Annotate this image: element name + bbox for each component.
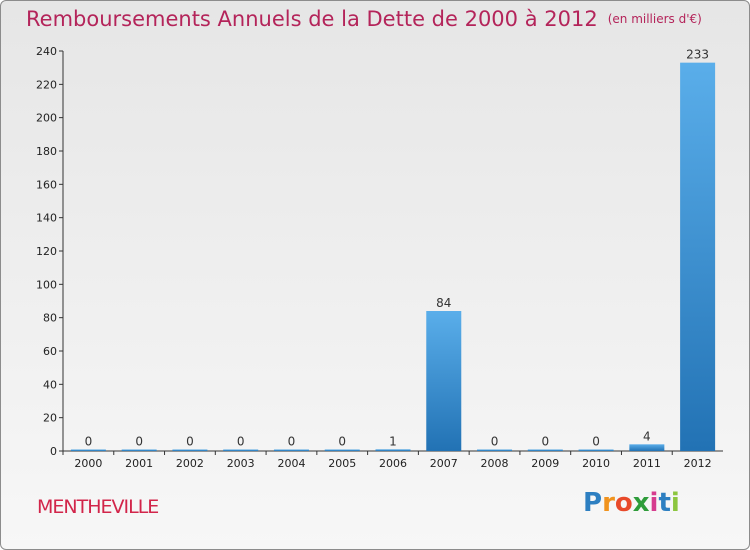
- logo-letter: r: [602, 488, 615, 518]
- y-tick-label: 160: [36, 178, 57, 191]
- y-tick-label: 220: [36, 78, 57, 91]
- bar-2000: [70, 449, 106, 451]
- x-tick-label: 2003: [227, 457, 255, 470]
- y-tick-label: 20: [43, 412, 57, 425]
- chart-title-text: Remboursements Annuels de la Dette de 20…: [26, 7, 598, 31]
- bars: [70, 62, 716, 452]
- x-tick-label: 2002: [176, 457, 204, 470]
- x-axis: 2000 2001 2002 2003 2004 2005 2006 2007 2008 2009…: [62, 450, 723, 470]
- value-label-2002: 0: [186, 435, 194, 449]
- value-label-2010: 0: [592, 435, 600, 449]
- x-tick-label: 2005: [328, 457, 356, 470]
- bar-2008: [477, 449, 513, 451]
- value-label-2007: 84: [436, 296, 451, 310]
- x-tick-label: 2010: [582, 457, 610, 470]
- x-tick-label: 2011: [633, 457, 661, 470]
- bar-2004: [273, 449, 309, 451]
- bar-2010: [578, 449, 614, 451]
- chart-subtitle: (en milliers d'€): [607, 12, 702, 26]
- x-tick-label: 2008: [481, 457, 509, 470]
- value-label-2004: 0: [288, 435, 296, 449]
- bar-2002: [172, 449, 208, 451]
- value-labels: 0 0 0 0 0 0 1 84 0 0 0 4 233: [85, 48, 710, 449]
- x-tick-label: 2012: [684, 457, 712, 470]
- proxiti-logo[interactable]: Proxiti: [583, 488, 680, 518]
- value-label-2009: 0: [541, 435, 549, 449]
- x-tick-label: 2001: [125, 457, 153, 470]
- y-tick-label: 100: [36, 278, 57, 291]
- value-label-2008: 0: [491, 435, 499, 449]
- value-label-2003: 0: [237, 435, 245, 449]
- location-name: MENTHEVILLE: [37, 496, 159, 518]
- bar-2006: [375, 449, 411, 451]
- y-tick-label: 80: [43, 312, 57, 325]
- y-tick-label: 240: [36, 45, 57, 58]
- bar-2011: [629, 444, 665, 451]
- y-tick-label: 180: [36, 145, 57, 158]
- logo-letter: i: [670, 488, 680, 518]
- x-tick-label: 2009: [531, 457, 559, 470]
- value-label-2005: 0: [338, 435, 346, 449]
- bar-2007: [426, 311, 462, 451]
- logo-letter: t: [658, 488, 671, 518]
- y-tick-label: 140: [36, 212, 57, 225]
- value-label-2001: 0: [135, 435, 143, 449]
- logo-letter: x: [632, 488, 650, 518]
- x-tick-label: 2007: [430, 457, 458, 470]
- value-label-2000: 0: [85, 435, 93, 449]
- x-tick-label: 2006: [379, 457, 407, 470]
- y-axis: 0 20 40 60 80 100 120 140 160 180 200 220 240: [36, 45, 64, 458]
- bar-2001: [121, 449, 157, 451]
- y-tick-label: 60: [43, 345, 57, 358]
- value-label-2011: 4: [643, 429, 651, 443]
- bar-2012: [680, 62, 716, 452]
- logo-letter: i: [649, 488, 659, 518]
- y-tick-label: 0: [50, 445, 57, 458]
- logo-letter: P: [583, 488, 603, 518]
- logo-letter: o: [614, 488, 633, 518]
- bar-2005: [324, 449, 360, 451]
- y-tick-label: 120: [36, 245, 57, 258]
- x-tick-label: 2004: [277, 457, 305, 470]
- y-tick-label: 200: [36, 112, 57, 125]
- value-label-2006: 1: [389, 434, 397, 448]
- chart-title: Remboursements Annuels de la Dette de 20…: [26, 7, 702, 31]
- x-tick-label: 2000: [74, 457, 102, 470]
- y-tick-label: 40: [43, 378, 57, 391]
- bar-2003: [223, 449, 259, 451]
- value-label-2012: 233: [686, 48, 709, 62]
- bar-2009: [527, 449, 563, 451]
